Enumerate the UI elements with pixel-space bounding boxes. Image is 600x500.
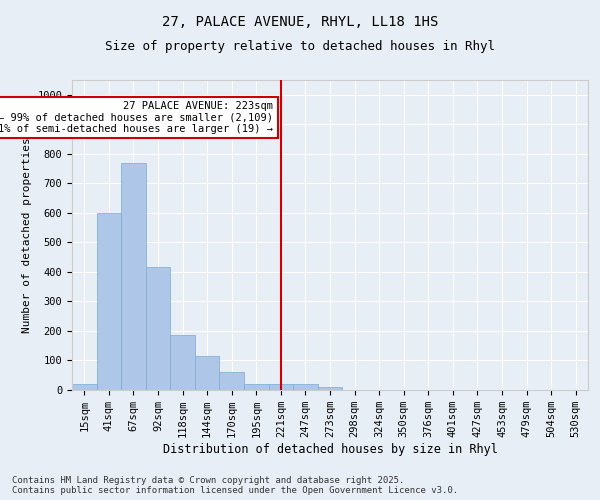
Y-axis label: Number of detached properties: Number of detached properties [22,137,32,333]
Bar [269,384,293,390]
Bar [121,162,146,390]
Text: 27 PALACE AVENUE: 223sqm
← 99% of detached houses are smaller (2,109)
1% of semi: 27 PALACE AVENUE: 223sqm ← 99% of detach… [0,100,274,134]
Bar [170,336,195,390]
Bar [244,384,269,390]
Bar [195,356,220,390]
Bar [293,384,318,390]
Bar [97,213,121,390]
Text: Size of property relative to detached houses in Rhyl: Size of property relative to detached ho… [105,40,495,53]
X-axis label: Distribution of detached houses by size in Rhyl: Distribution of detached houses by size … [163,443,497,456]
Bar [72,384,97,390]
Bar [146,268,170,390]
Bar [220,372,244,390]
Bar [318,387,342,390]
Text: 27, PALACE AVENUE, RHYL, LL18 1HS: 27, PALACE AVENUE, RHYL, LL18 1HS [162,15,438,29]
Text: Contains HM Land Registry data © Crown copyright and database right 2025.
Contai: Contains HM Land Registry data © Crown c… [12,476,458,495]
